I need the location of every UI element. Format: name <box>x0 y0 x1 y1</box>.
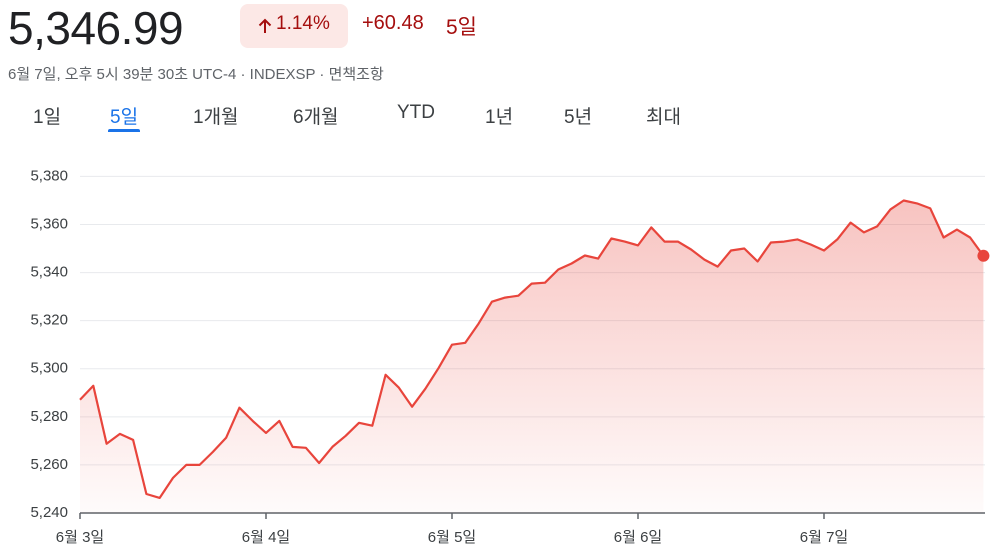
tab-underline <box>108 129 140 132</box>
y-tick-label: 5,380 <box>30 167 68 184</box>
y-tick-label: 5,360 <box>30 215 68 232</box>
y-tick-label: 5,320 <box>30 312 68 329</box>
x-tick-label: 6월 3일 <box>56 529 104 546</box>
change-value: +60.48 <box>362 12 424 34</box>
range-tab[interactable]: 5년 <box>564 107 593 128</box>
range-tab[interactable]: 1년 <box>485 107 514 128</box>
range-tab[interactable]: 1개월 <box>193 107 239 128</box>
y-tick-label: 5,260 <box>30 456 68 473</box>
subtitle: 6월 7일, 오후 5시 39분 30초 UTC-4 · INDEXSP · 면… <box>8 66 384 83</box>
price-line <box>79 199 985 499</box>
change-period: 5일 <box>446 16 477 39</box>
x-tick-label: 6월 7일 <box>800 529 848 546</box>
price: 5,346.99 <box>8 2 184 54</box>
y-tick-label: 5,240 <box>30 504 68 521</box>
y-tick-label: 5,300 <box>30 360 68 377</box>
x-tick-label: 6월 4일 <box>242 529 290 546</box>
range-tab[interactable]: 1일 <box>33 107 62 128</box>
up-arrow-icon <box>258 18 272 33</box>
change-badge <box>240 4 348 48</box>
x-tick-label: 6월 5일 <box>428 529 476 546</box>
range-tab[interactable]: 6개월 <box>293 107 339 128</box>
price-area <box>80 200 984 513</box>
x-tick-label: 6월 6일 <box>614 529 662 546</box>
range-tab[interactable]: YTD <box>397 102 435 123</box>
range-tab[interactable]: 최대 <box>646 107 681 128</box>
range-tab[interactable]: 5일 <box>110 107 139 128</box>
change-percent: 1.14% <box>276 13 330 34</box>
y-tick-label: 5,340 <box>30 264 68 281</box>
y-tick-label: 5,280 <box>30 408 68 425</box>
last-price-dot <box>977 249 990 262</box>
